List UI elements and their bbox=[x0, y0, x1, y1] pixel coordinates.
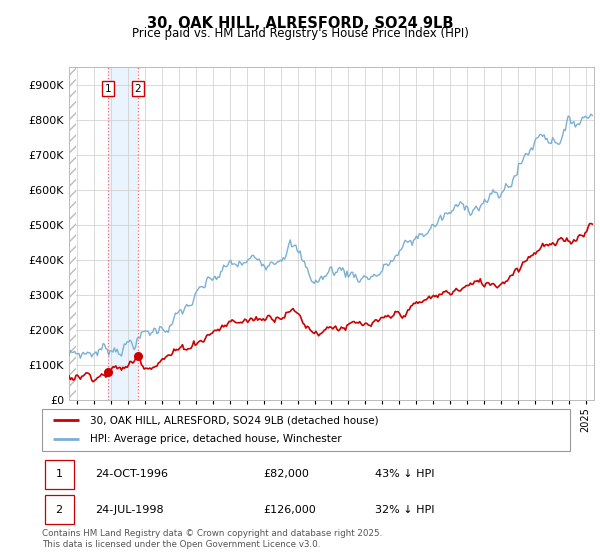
Text: 24-JUL-1998: 24-JUL-1998 bbox=[95, 505, 163, 515]
FancyBboxPatch shape bbox=[44, 460, 74, 488]
Text: HPI: Average price, detached house, Winchester: HPI: Average price, detached house, Winc… bbox=[89, 435, 341, 445]
FancyBboxPatch shape bbox=[44, 496, 74, 524]
Bar bbox=[69, 67, 76, 400]
Text: 30, OAK HILL, ALRESFORD, SO24 9LB: 30, OAK HILL, ALRESFORD, SO24 9LB bbox=[147, 16, 453, 31]
Text: 24-OCT-1996: 24-OCT-1996 bbox=[95, 469, 168, 479]
Text: 2: 2 bbox=[134, 84, 141, 94]
Text: Contains HM Land Registry data © Crown copyright and database right 2025.
This d: Contains HM Land Registry data © Crown c… bbox=[42, 529, 382, 549]
Text: £126,000: £126,000 bbox=[264, 505, 317, 515]
Text: £82,000: £82,000 bbox=[264, 469, 310, 479]
Text: 30, OAK HILL, ALRESFORD, SO24 9LB (detached house): 30, OAK HILL, ALRESFORD, SO24 9LB (detac… bbox=[89, 415, 378, 425]
FancyBboxPatch shape bbox=[42, 409, 570, 451]
Text: Price paid vs. HM Land Registry's House Price Index (HPI): Price paid vs. HM Land Registry's House … bbox=[131, 27, 469, 40]
Text: 1: 1 bbox=[105, 84, 112, 94]
Text: 2: 2 bbox=[56, 505, 63, 515]
Text: 32% ↓ HPI: 32% ↓ HPI bbox=[374, 505, 434, 515]
Text: 1: 1 bbox=[56, 469, 62, 479]
Text: 43% ↓ HPI: 43% ↓ HPI bbox=[374, 469, 434, 479]
Bar bbox=[108, 67, 138, 400]
